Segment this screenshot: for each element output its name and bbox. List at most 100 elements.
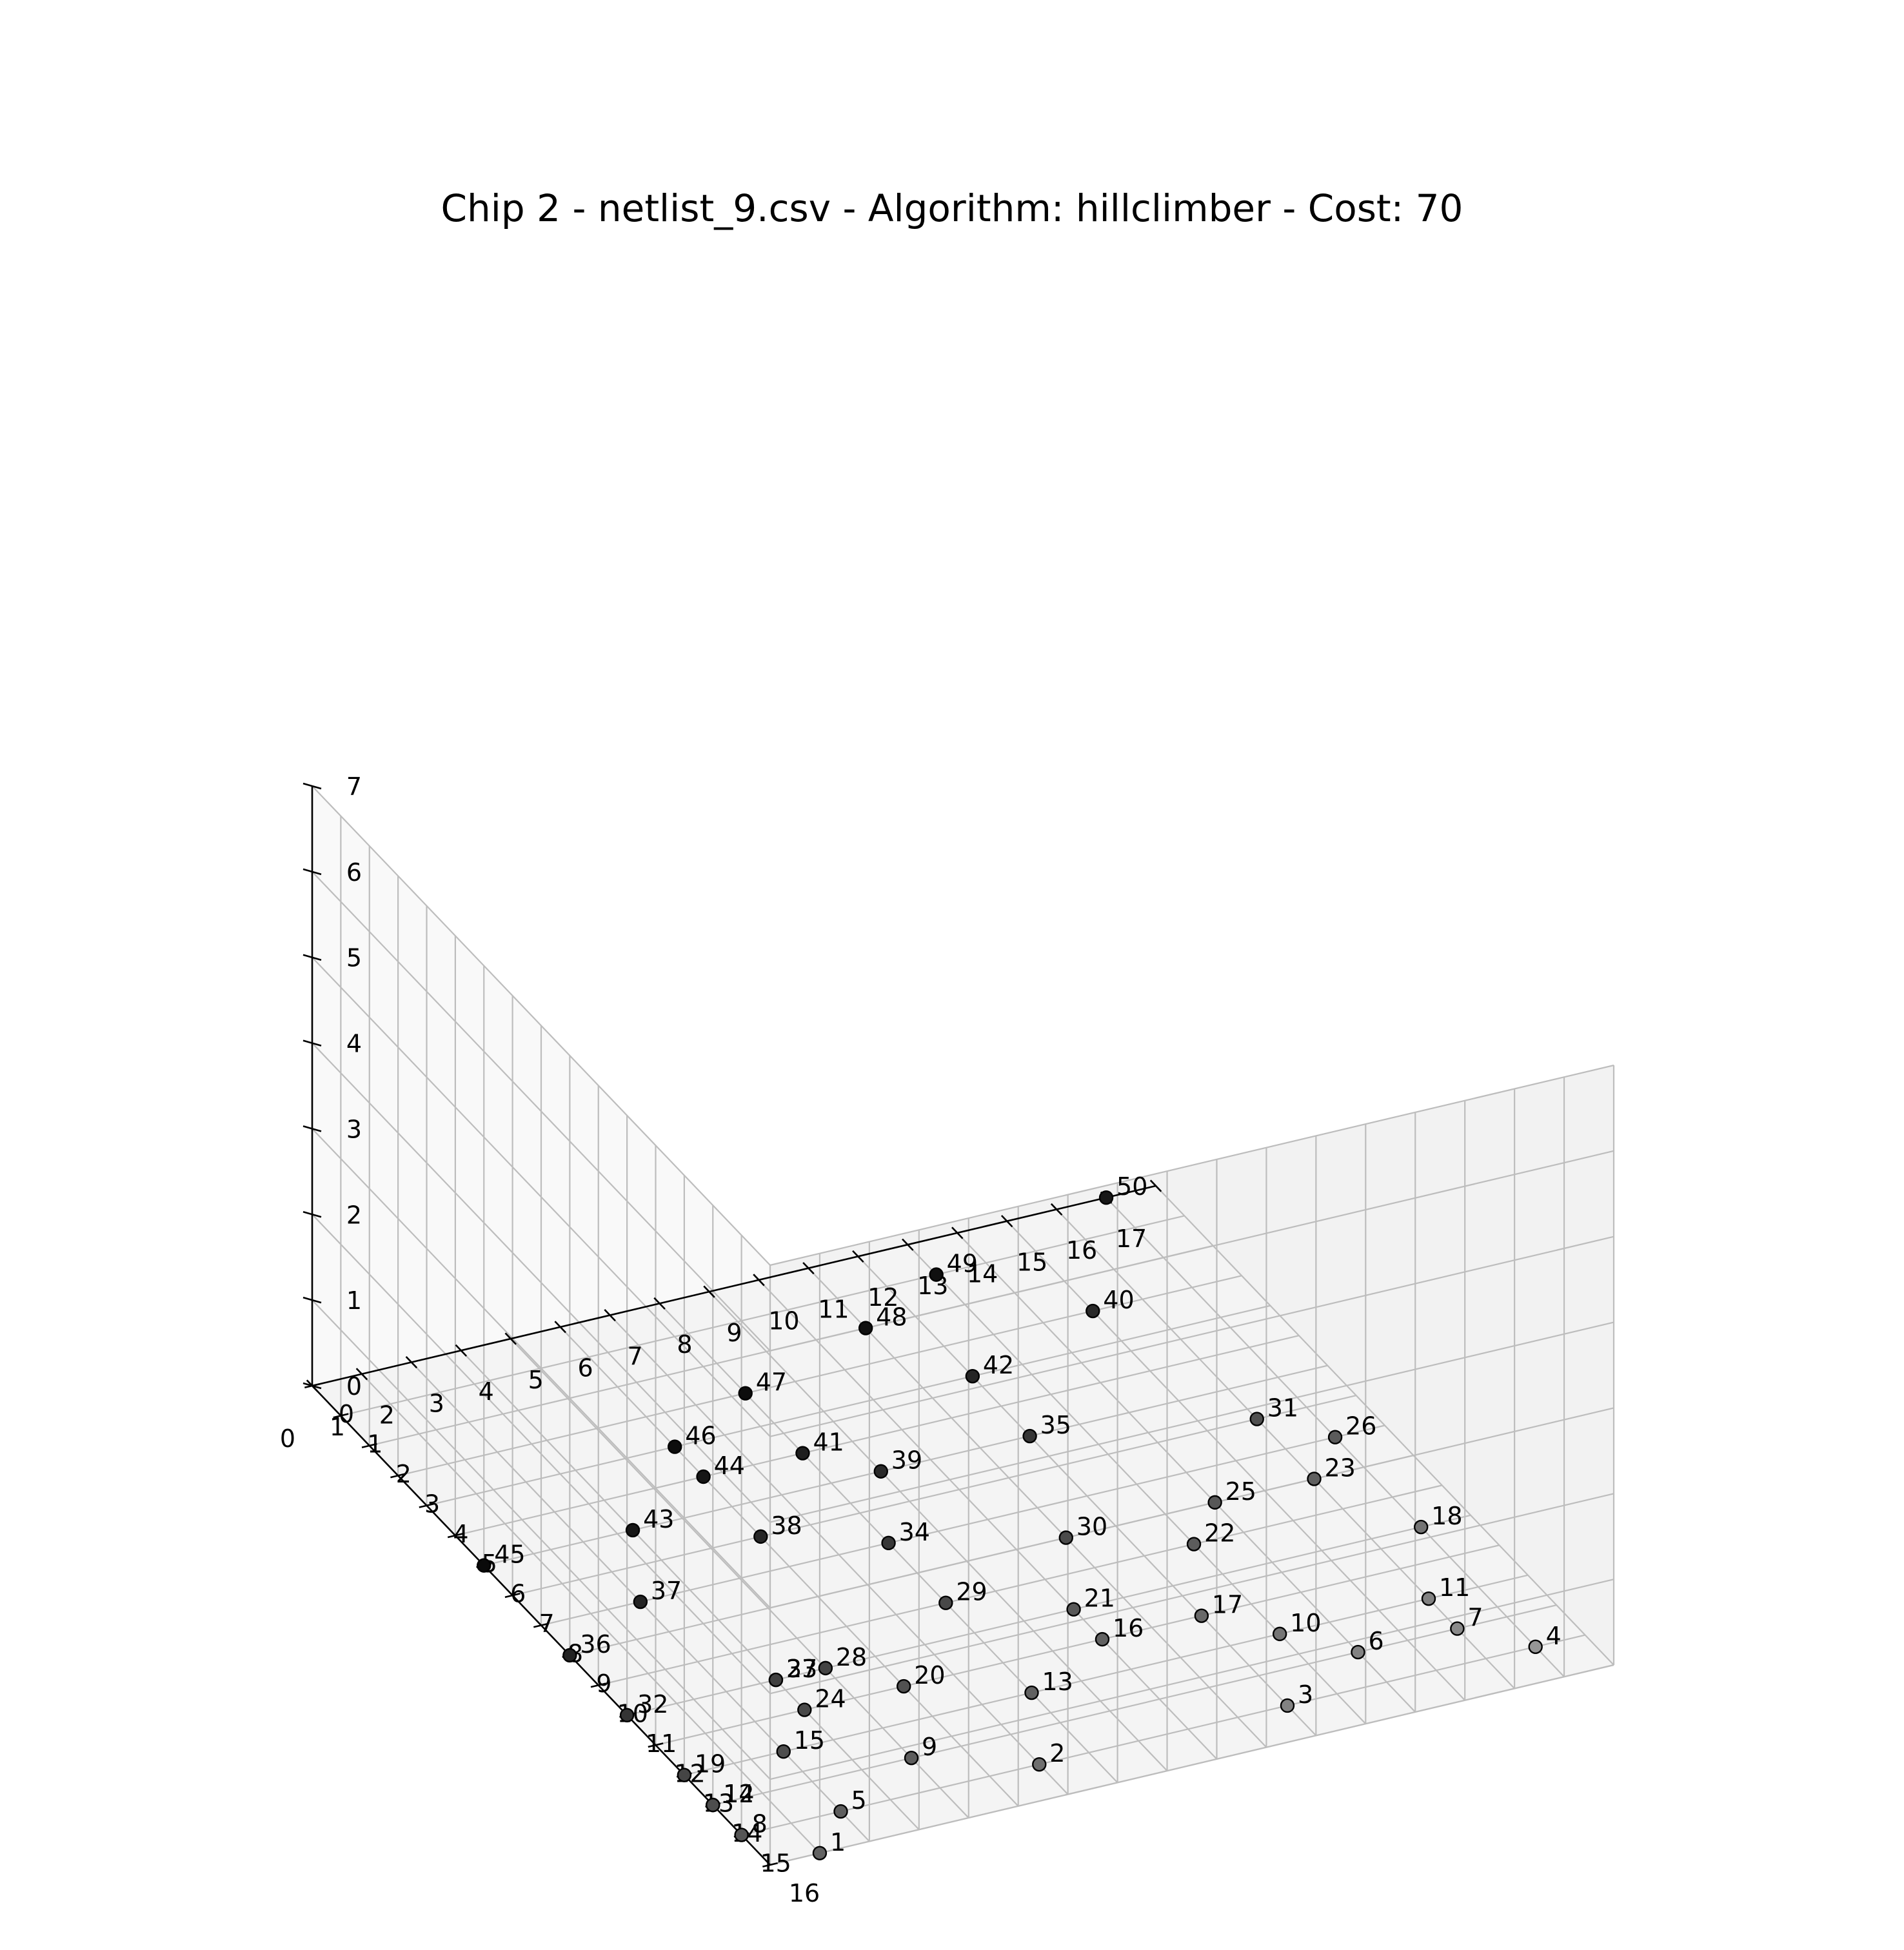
point-label-16: 16 — [1113, 1614, 1144, 1642]
x-tick-mark — [554, 1321, 566, 1334]
point-label-46: 46 — [685, 1422, 716, 1450]
data-point-14 — [706, 1797, 720, 1813]
y-tick-mark — [333, 1413, 349, 1419]
x-tick-mark — [852, 1250, 864, 1263]
data-point-44 — [696, 1469, 711, 1484]
point-label-45: 45 — [494, 1541, 525, 1569]
data-point-31 — [1249, 1412, 1264, 1426]
data-point-50 — [1098, 1190, 1114, 1205]
z-tick-label: 1 — [346, 1286, 362, 1315]
data-point-36 — [562, 1648, 577, 1663]
data-point-29 — [938, 1595, 953, 1610]
data-point-46 — [668, 1439, 682, 1454]
z-tick-mark — [302, 954, 322, 961]
x-tick-mark — [455, 1344, 468, 1357]
x-tick-mark — [405, 1355, 418, 1369]
y-tick-label: 15 — [760, 1849, 791, 1878]
y-tick-label: 2 — [396, 1460, 412, 1488]
x-tick-label: 9 — [726, 1319, 742, 1347]
y-tick-label: 1 — [367, 1430, 382, 1458]
point-label-17: 17 — [1212, 1591, 1243, 1619]
x-tick-label: 12 — [868, 1283, 898, 1312]
point-label-42: 42 — [983, 1351, 1014, 1379]
point-label-34: 34 — [899, 1518, 930, 1546]
x-tick-mark — [753, 1274, 765, 1286]
data-point-42 — [965, 1368, 980, 1384]
x-tick-mark — [802, 1262, 815, 1275]
point-label-28: 28 — [836, 1643, 867, 1671]
point-label-21: 21 — [1084, 1584, 1115, 1613]
z-tick-mark — [302, 782, 322, 790]
x-tick-label: 11 — [818, 1295, 849, 1323]
data-point-15 — [776, 1744, 791, 1759]
y-tick-label: 11 — [646, 1729, 677, 1758]
x-tick-label: 14 — [967, 1260, 998, 1288]
data-point-41 — [795, 1446, 810, 1461]
y-tick-label: 6 — [510, 1580, 526, 1608]
x-tick-mark — [1000, 1215, 1013, 1228]
grid-line-z-side — [312, 1299, 771, 1780]
point-label-22: 22 — [1204, 1519, 1235, 1548]
data-point-33 — [768, 1672, 784, 1688]
grid-line-z-back — [769, 1579, 1614, 1780]
x-tick-mark — [604, 1309, 616, 1322]
z-tick-mark — [302, 868, 322, 876]
grid-line-z-side — [312, 871, 771, 1352]
point-label-1: 1 — [830, 1828, 846, 1856]
point-label-12: 12 — [723, 1780, 754, 1808]
grid-line-z-back — [769, 1407, 1614, 1609]
z-tick-label: 5 — [346, 944, 362, 972]
point-label-5: 5 — [851, 1786, 867, 1815]
z-tick-mark — [302, 1382, 322, 1390]
point-label-3: 3 — [1298, 1680, 1313, 1709]
point-label-25: 25 — [1225, 1477, 1256, 1506]
grid-line-y-floor — [626, 1514, 1471, 1716]
point-label-39: 39 — [891, 1446, 922, 1475]
data-point-47 — [738, 1386, 753, 1401]
grid-line-y-floor — [341, 1215, 1185, 1417]
tick-labels: 0123456789101112131415161701234567891011… — [280, 773, 1147, 1907]
x-tick-mark — [951, 1226, 964, 1239]
y-tick-mark — [390, 1473, 406, 1479]
data-point-48 — [858, 1321, 873, 1335]
point-label-7: 7 — [1467, 1604, 1483, 1632]
y-tick-mark — [504, 1593, 521, 1599]
x-tick-label: 5 — [528, 1366, 544, 1394]
grid-line-y-floor — [512, 1394, 1356, 1597]
data-point-16 — [1095, 1631, 1110, 1647]
point-label-29: 29 — [956, 1578, 987, 1606]
y-tick-label: 3 — [424, 1490, 440, 1518]
y-tick-mark — [590, 1682, 606, 1688]
grid-line-y-floor — [455, 1335, 1300, 1537]
grid-line-y-floor — [684, 1574, 1529, 1776]
grid-line-z-back — [769, 1064, 1614, 1266]
grid-line-y-floor — [397, 1275, 1242, 1477]
data-point-40 — [1086, 1303, 1100, 1319]
point-label-35: 35 — [1040, 1411, 1071, 1439]
x-tick-label: 6 — [578, 1354, 593, 1383]
point-label-37: 37 — [651, 1577, 682, 1605]
grid-line-z-side — [312, 1214, 771, 1695]
point-label-8: 8 — [752, 1810, 768, 1838]
axis-lines — [302, 782, 1162, 1868]
data-point-22 — [1186, 1537, 1202, 1551]
data-point-3 — [1280, 1698, 1295, 1713]
grid-line-z-back — [769, 1321, 1614, 1523]
point-label-27: 27 — [786, 1655, 817, 1683]
grid-line-z-side — [312, 1128, 771, 1609]
point-label-32: 32 — [637, 1690, 668, 1719]
grid-line-y-floor — [598, 1484, 1443, 1686]
grid-line-y-floor — [426, 1305, 1271, 1506]
point-label-48: 48 — [876, 1303, 907, 1332]
point-label-15: 15 — [794, 1726, 825, 1755]
y-tick-mark — [361, 1443, 377, 1448]
chart-title: Chip 2 - netlist_9.csv - Algorithm: hill… — [441, 186, 1463, 230]
z-tick-label: 2 — [346, 1201, 362, 1229]
point-label-11: 11 — [1439, 1573, 1470, 1602]
data-point-39 — [873, 1464, 888, 1479]
data-point-23 — [1307, 1472, 1322, 1486]
point-label-13: 13 — [1042, 1668, 1073, 1696]
y-tick-label: 16 — [789, 1879, 820, 1907]
x-tick-label: 1 — [330, 1413, 345, 1441]
